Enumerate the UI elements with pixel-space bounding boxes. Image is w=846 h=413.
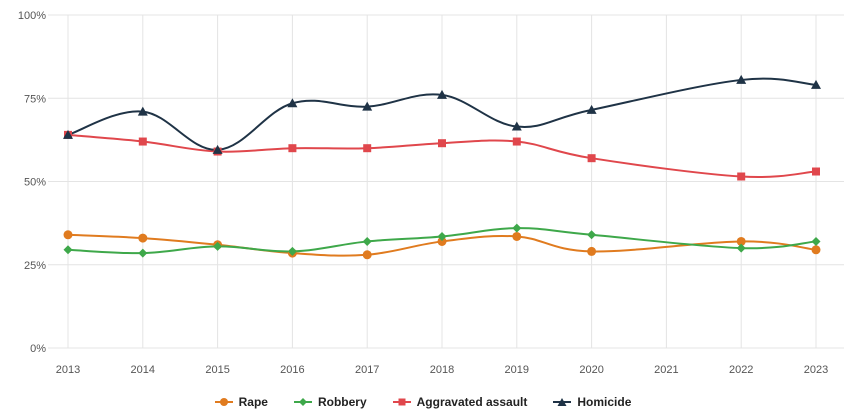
- legend: Rape Robbery Aggravated assault Homicide: [0, 392, 846, 412]
- y-tick-label: 0%: [30, 343, 46, 355]
- aggravated-assault-marker: [737, 172, 746, 181]
- y-tick-label: 75%: [24, 93, 46, 105]
- robbery-marker: [63, 245, 73, 255]
- aggravated-assault-marker: [363, 144, 372, 153]
- series-lines: [67, 77, 817, 257]
- x-tick-label: 2016: [280, 364, 304, 376]
- homicide-legend-swatch: [553, 398, 572, 406]
- legend-item-robbery: Robbery: [293, 395, 367, 409]
- x-tick-label: 2019: [505, 364, 529, 376]
- legend-item-aggravated-assault: Aggravated assault: [392, 395, 528, 409]
- rape-marker: [512, 231, 522, 241]
- robbery-legend-swatch: [293, 398, 312, 406]
- x-tick-label: 2014: [131, 364, 155, 376]
- aggravated-assault-marker: [138, 137, 147, 146]
- homicide-marker: [437, 89, 447, 99]
- homicide-marker: [811, 79, 821, 89]
- homicide-line: [67, 77, 817, 151]
- rape-line: [67, 233, 817, 257]
- homicide-marker: [63, 129, 73, 139]
- y-tick-label: 100%: [18, 10, 46, 22]
- x-tick-label: 2017: [355, 364, 379, 376]
- grid: [48, 14, 844, 349]
- homicide-marker: [287, 98, 298, 108]
- robbery-marker: [138, 248, 148, 258]
- robbery-marker: [811, 236, 821, 246]
- line-chart: 0% 25% 50% 75% 100% 2013 2014 2015 2016 2017 2018…: [18, 10, 844, 376]
- rape-marker: [63, 230, 73, 240]
- rape-marker: [811, 245, 821, 255]
- x-tick-label: 2018: [430, 364, 454, 376]
- robbery-line: [67, 227, 817, 255]
- aggravated-assault-line: [67, 133, 817, 178]
- robbery-marker: [437, 231, 447, 241]
- rape-marker: [362, 250, 372, 260]
- rape-marker: [587, 246, 597, 256]
- legend-label: Rape: [238, 395, 268, 409]
- homicide-marker: [137, 106, 148, 116]
- legend-item-homicide: Homicide: [553, 395, 631, 409]
- aggravated-assault-marker: [288, 144, 297, 153]
- aggravated-assault-marker: [812, 167, 820, 176]
- homicide-marker: [736, 74, 747, 84]
- x-tick-label: 2015: [205, 364, 229, 376]
- robbery-marker: [587, 230, 597, 240]
- homicide-marker: [511, 121, 522, 131]
- homicide-marker: [212, 144, 223, 154]
- x-tick-label: 2023: [804, 364, 828, 376]
- y-axis-ticks: 0% 25% 50% 75% 100%: [18, 10, 46, 355]
- x-tick-label: 2013: [56, 364, 80, 376]
- aggravated-assault-marker: [438, 139, 446, 148]
- series-markers: [63, 74, 821, 260]
- aggravated-assault-legend-swatch: [392, 398, 411, 406]
- rape-marker: [138, 233, 148, 243]
- robbery-marker: [213, 241, 223, 251]
- homicide-marker: [586, 104, 597, 114]
- aggravated-assault-marker: [587, 154, 596, 163]
- legend-label: Homicide: [577, 395, 632, 409]
- x-tick-label: 2020: [579, 364, 603, 376]
- rape-marker: [437, 236, 447, 246]
- x-tick-label: 2021: [654, 364, 678, 376]
- legend-label: Aggravated assault: [416, 395, 528, 409]
- robbery-marker: [362, 236, 372, 246]
- aggravated-assault-marker: [512, 137, 521, 146]
- x-axis-ticks: 2013 2014 2015 2016 2017 2018 2019 2020 2021 2022…: [56, 364, 828, 376]
- legend-label: Robbery: [317, 395, 367, 409]
- y-tick-label: 50%: [24, 177, 46, 189]
- y-tick-label: 25%: [24, 260, 46, 272]
- rape-legend-swatch: [214, 398, 233, 406]
- x-tick-label: 2022: [729, 364, 753, 376]
- robbery-marker: [287, 246, 297, 256]
- robbery-marker: [736, 243, 746, 253]
- legend-item-rape: Rape: [214, 395, 268, 409]
- homicide-marker: [362, 101, 373, 111]
- robbery-marker: [512, 223, 522, 233]
- rape-marker: [736, 236, 746, 246]
